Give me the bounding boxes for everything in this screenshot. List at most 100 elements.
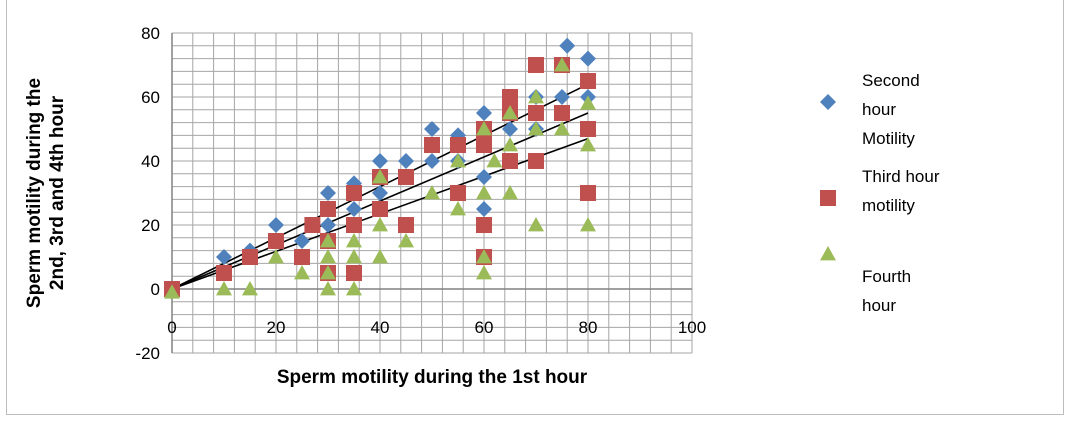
data-point-triangle: [424, 185, 440, 200]
data-point-triangle: [372, 169, 388, 184]
chart-frame: [6, 0, 1064, 415]
data-point-square: [268, 233, 284, 249]
tick-labels: 0 20 40 60 80 100 -20 0 20 40 60 80: [135, 24, 706, 363]
data-point-triangle: [554, 121, 570, 136]
data-point-triangle: [580, 95, 596, 110]
data-point-square: [346, 217, 362, 233]
data-point-triangle: [580, 217, 596, 232]
data-point-triangle: [476, 121, 492, 136]
data-point-square: [528, 57, 544, 73]
data-point-square: [424, 137, 440, 153]
data-point-diamond: [372, 185, 388, 201]
data-point-square: [580, 121, 596, 137]
data-point-diamond: [476, 169, 492, 185]
y-tick-label: 20: [141, 216, 160, 235]
data-point-triangle: [346, 281, 362, 296]
y-axis-title-line2: 2nd, 3rd and 4th hour: [47, 95, 68, 290]
data-point-triangle: [346, 249, 362, 264]
y-axis-title-line1: Sperm motility during the: [24, 78, 45, 308]
data-point-diamond: [398, 153, 414, 169]
legend-label: motility: [862, 196, 915, 215]
data-point-triangle: [164, 284, 180, 299]
legend-label: Motility: [862, 129, 915, 148]
data-point-triangle: [450, 153, 466, 168]
y-tick-label: -20: [135, 344, 160, 363]
data-point-triangle: [268, 249, 284, 264]
data-point-triangle: [476, 249, 492, 264]
data-point-square: [580, 185, 596, 201]
data-point-diamond: [502, 121, 518, 137]
data-point-diamond: [320, 217, 336, 233]
data-point-triangle: [242, 281, 258, 296]
data-point-diamond: [346, 201, 362, 217]
data-point-triangle: [372, 249, 388, 264]
data-point-diamond: [268, 217, 284, 233]
data-point-diamond: [559, 37, 576, 54]
data-point-square: [554, 105, 570, 121]
x-tick-label: 80: [579, 318, 598, 337]
data-point-square: [528, 105, 544, 121]
data-point-square: [304, 217, 321, 233]
data-point-square: [476, 137, 492, 153]
data-point-square: [242, 249, 258, 265]
data-point-triangle: [450, 201, 466, 216]
y-tick-label: 0: [151, 280, 160, 299]
data-point-square: [476, 217, 492, 233]
data-point-square: [450, 185, 466, 201]
data-point-square: [372, 201, 388, 217]
data-point-square: [294, 249, 310, 265]
data-point-triangle: [320, 265, 336, 280]
x-tick-label: 20: [267, 318, 286, 337]
legend-label: Third hour: [862, 167, 940, 186]
data-point-triangle: [320, 233, 336, 248]
x-tick-label: 0: [167, 318, 176, 337]
data-point-triangle: [216, 281, 232, 296]
data-point-diamond: [372, 153, 388, 169]
data-point-square: [346, 265, 362, 281]
data-point-diamond: [554, 89, 570, 105]
data-point-triangle: [528, 89, 544, 104]
data-point-diamond: [476, 105, 492, 121]
data-point-triangle: [502, 105, 518, 120]
axes: [171, 33, 692, 353]
data-point-square: [398, 169, 414, 185]
data-point-diamond: [424, 153, 440, 169]
data-point-diamond: [216, 249, 232, 265]
legend-marker-square: [820, 190, 836, 206]
x-tick-label: 100: [678, 318, 706, 337]
data-point-diamond: [580, 50, 596, 67]
y-tick-label: 80: [141, 24, 160, 43]
data-point-triangle: [346, 233, 362, 248]
data-point-square: [398, 217, 414, 233]
legend: Second hour Motility Third hour motility Four…: [820, 71, 940, 315]
legend-label: hour: [862, 100, 896, 119]
x-axis-title: Sperm motility during the 1st hour: [277, 367, 588, 388]
data-point-diamond: [294, 233, 310, 249]
data-point-square: [580, 73, 596, 89]
data-point-diamond: [476, 201, 492, 217]
data-point-square: [346, 185, 362, 201]
legend-label: hour: [862, 296, 896, 315]
data-point-triangle: [398, 233, 414, 248]
data-point-triangle: [294, 265, 310, 280]
y-tick-label: 60: [141, 88, 160, 107]
legend-label: Second: [862, 71, 920, 90]
data-point-triangle: [486, 153, 503, 168]
data-point-triangle: [476, 185, 492, 200]
data-point-triangle: [320, 249, 336, 264]
legend-label: Fourth: [862, 267, 911, 286]
data-point-triangle: [528, 121, 544, 136]
data-point-triangle: [554, 57, 570, 72]
data-point-diamond: [320, 185, 336, 201]
data-point-square: [502, 153, 518, 169]
data-point-triangle: [502, 185, 518, 200]
legend-marker-triangle: [820, 246, 836, 261]
x-tick-label: 40: [371, 318, 390, 337]
y-tick-label: 40: [141, 152, 160, 171]
data-point-diamond: [424, 121, 440, 137]
data-point-square: [216, 265, 232, 281]
data-point-triangle: [502, 137, 518, 152]
data-point-triangle: [320, 281, 336, 296]
data-point-square: [528, 153, 544, 169]
